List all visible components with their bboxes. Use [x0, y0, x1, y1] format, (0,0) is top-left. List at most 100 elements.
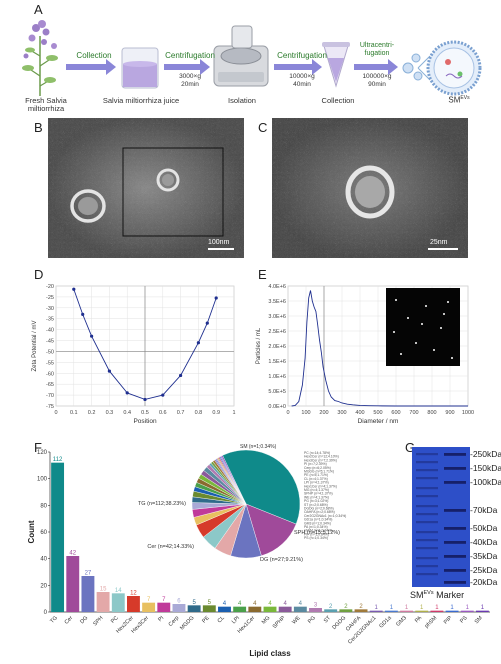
pie-label-tg: TG (n=112;38.23%)	[138, 501, 186, 507]
bar-cer	[66, 556, 80, 612]
y-tick-label: 2.5E+6	[268, 329, 286, 335]
x-axis-label: Lipid class	[249, 649, 291, 658]
pie-small-label: GM3 (n=1;0.34%)	[304, 521, 331, 525]
x-tick-label: 900	[445, 410, 454, 416]
pie-small-label: Hex3Cer (n=7;2.39%)	[304, 458, 337, 462]
sample-band	[416, 477, 438, 480]
bar-value-label: 1	[481, 605, 485, 611]
y-tick-label: 2.0E+6	[268, 344, 286, 350]
flow-arrow-3	[274, 59, 322, 75]
gel-marker-label: -35kDa	[470, 551, 498, 561]
category-label: SM	[474, 615, 484, 625]
category-label: phSM	[424, 615, 439, 630]
sample-band	[416, 521, 438, 524]
y-tick-label: 120	[37, 450, 48, 456]
sample-band	[416, 505, 438, 508]
step-4-bottom: 100000×g 90min	[362, 73, 392, 88]
y-tick-label: -45	[46, 339, 54, 345]
x-tick-label: 0.3	[106, 410, 114, 416]
pie-label-dg: DG (n=27;9.21%)	[260, 557, 303, 563]
bar-value-label: 6	[177, 599, 181, 605]
x-tick-label: 0.6	[159, 410, 167, 416]
marker-band	[444, 453, 466, 456]
category-label: Cer	[64, 615, 75, 626]
bar-value-label: 4	[268, 601, 272, 607]
category-label: PIP	[443, 615, 454, 626]
bar-phsm	[430, 610, 444, 612]
bar-cl	[218, 606, 231, 612]
category-label: PE	[201, 615, 211, 625]
pie-small-label: CL (n=4;1.37%)	[304, 477, 328, 481]
particle-dot	[443, 313, 445, 315]
x-tick-label: 700	[409, 410, 418, 416]
panel-label-g: G	[405, 440, 416, 455]
marker-band	[444, 481, 466, 484]
x-tick-label: 0.1	[70, 410, 78, 416]
x-tick-label: 100	[301, 410, 310, 416]
y-tick-label: 0	[44, 610, 48, 616]
bar-value-label: 4	[238, 601, 242, 607]
workflow-label-isolation: Isolation	[228, 96, 256, 105]
bar-value-label: 2	[344, 604, 348, 610]
bar-value-label: 3	[314, 603, 318, 609]
gel-lane-labels: SMEVs Marker	[410, 590, 465, 600]
particle-dot	[407, 317, 409, 319]
bar-cer2g2gnac1	[369, 610, 383, 612]
pie-small-label: DGDG (n=2;0.68%)	[304, 507, 334, 511]
gel-marker-label: -150kDa	[470, 463, 501, 473]
particle-dot	[447, 301, 449, 303]
x-tick-label: 600	[391, 410, 400, 416]
particle-dot	[433, 349, 435, 351]
particle-dot	[440, 327, 442, 329]
marker-band	[444, 569, 466, 572]
category-label: DG	[79, 615, 89, 625]
bar-sph	[96, 592, 110, 612]
bar-value-label: 5	[208, 600, 212, 606]
category-label: MG	[261, 615, 272, 626]
marker-band	[444, 555, 466, 558]
category-label: CL	[217, 615, 226, 624]
flow-arrow-2	[164, 59, 210, 75]
bar-tg	[51, 462, 65, 612]
bar-mg	[263, 606, 277, 612]
workflow-label-plant: Fresh Salvia miltiorrhiza	[25, 96, 67, 113]
bar-value-label: 14	[115, 588, 122, 594]
scale-label-b: 100nm	[208, 239, 230, 246]
bar-value-label: 4	[299, 601, 303, 607]
particle-dot	[421, 323, 423, 325]
flow-arrow-4	[354, 59, 398, 75]
bar-mgdg	[187, 605, 201, 612]
y-tick-label: -20	[46, 284, 54, 290]
x-tick-label: 0	[54, 410, 57, 416]
tube-icon	[322, 42, 350, 88]
y-tick-label: -70	[46, 393, 54, 399]
data-point	[90, 334, 94, 338]
zeta-potential-chart: -20 -25 -30 -35 -40 -45 -50 -55 -60 -65 -70 -750 0.1…	[32, 284, 236, 425]
workflow-diagram	[22, 20, 482, 96]
pie-small-label: PE (n=5;1.71%)	[304, 473, 328, 477]
pie-small-label: PS (n=1;0.34%)	[304, 536, 328, 540]
panel-label-b: B	[34, 120, 43, 135]
bar-value-label: 27	[85, 571, 92, 577]
particle-dot	[451, 357, 453, 359]
bar-value-label: 112	[53, 457, 63, 463]
x-tick-label: 0.7	[177, 410, 185, 416]
x-tick-label: 1	[232, 410, 235, 416]
category-label: PS	[459, 615, 469, 625]
category-label: Cerp	[168, 615, 181, 628]
y-tick-label: 80	[40, 503, 47, 509]
bar-value-label: 1	[450, 605, 454, 611]
bar-gd1a	[384, 610, 398, 612]
data-point	[161, 393, 165, 397]
bar-value-label: 42	[69, 551, 76, 557]
pie-small-label: GD1a (n=1;0.34%)	[304, 518, 332, 522]
bar-pa	[415, 610, 429, 612]
marker-band	[444, 581, 466, 584]
data-point	[179, 373, 183, 378]
bar-sm	[475, 610, 489, 612]
pie-small-label: WE (n=4;1.37%)	[304, 495, 329, 499]
sample-band	[416, 461, 438, 464]
y-tick-label: 1.5E+6	[268, 359, 286, 365]
category-label: PC	[110, 615, 120, 625]
scale-label-c: 25nm	[430, 239, 448, 246]
